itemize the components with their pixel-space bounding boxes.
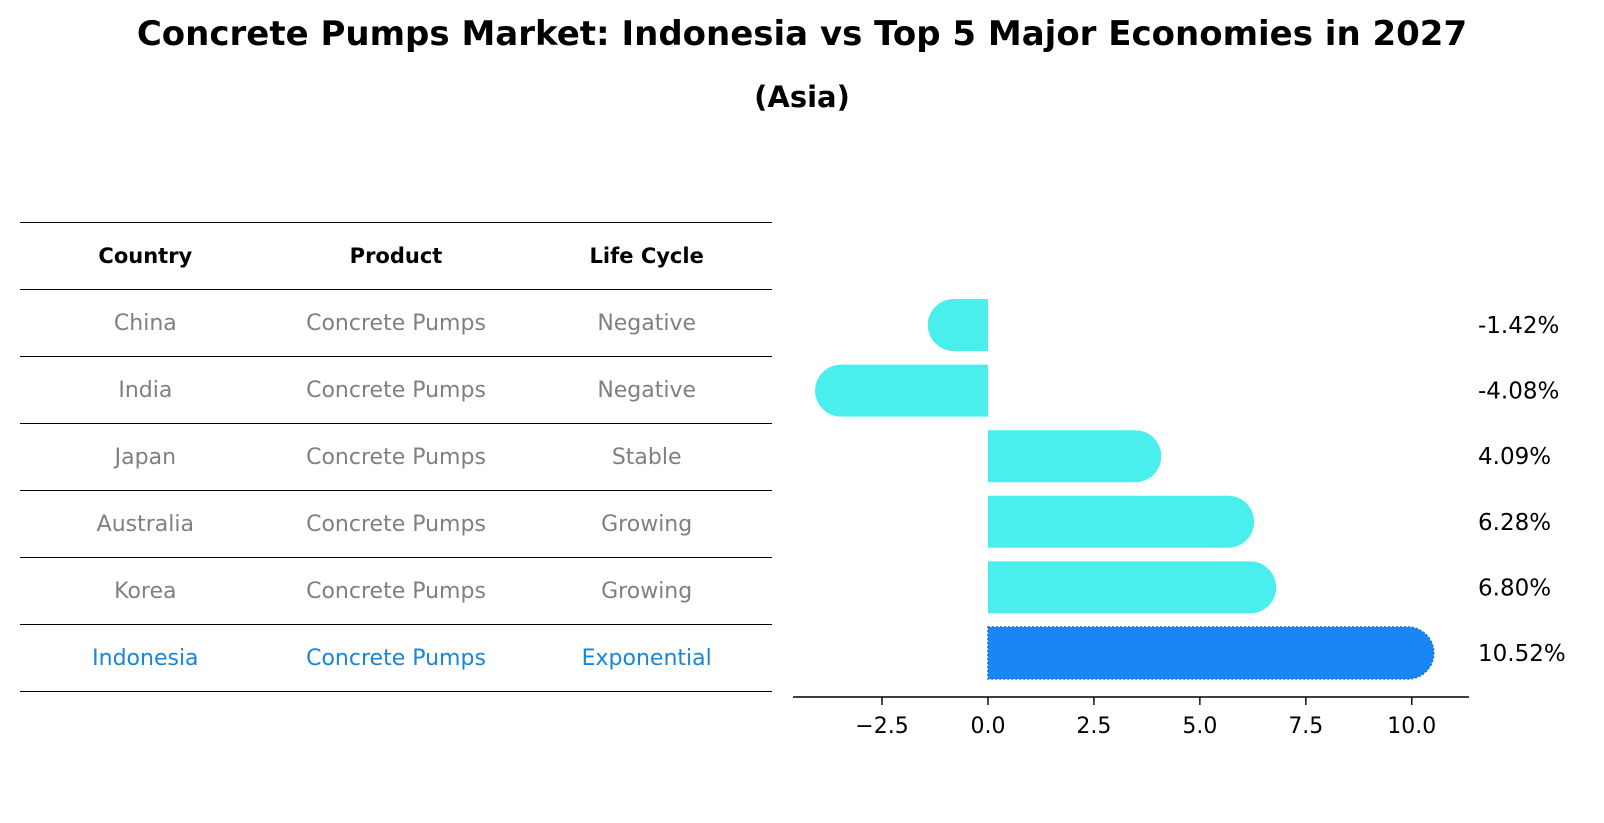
country-cell: Japan xyxy=(114,444,177,470)
chart-title: Concrete Pumps Market: Indonesia vs Top … xyxy=(136,14,1468,54)
comparison-table: Country Product Life Cycle China Concret… xyxy=(20,222,772,692)
product-cell: Concrete Pumps xyxy=(306,377,486,403)
header-life-cycle: Life Cycle xyxy=(589,244,704,268)
country-cell: Indonesia xyxy=(92,645,199,671)
table-row: China Concrete Pumps Negative xyxy=(20,289,772,356)
bar-indonesia xyxy=(987,626,1435,680)
product-cell: Concrete Pumps xyxy=(306,511,486,537)
header-country: Country xyxy=(98,244,193,268)
x-tick-label: 7.5 xyxy=(1288,714,1323,739)
product-cell: Concrete Pumps xyxy=(306,310,486,336)
bar-china xyxy=(927,299,988,351)
product-cell: Concrete Pumps xyxy=(306,578,486,604)
x-tick-label: 5.0 xyxy=(1182,714,1217,739)
header-product: Product xyxy=(349,244,443,268)
bar-india xyxy=(815,364,988,417)
value-labels: -1.42% -4.08% 4.09% 6.28% 6.80% 10.52% xyxy=(1478,313,1566,667)
bar-korea xyxy=(987,561,1277,614)
x-tick-label: 10.0 xyxy=(1387,714,1436,739)
x-tick-label: 2.5 xyxy=(1076,714,1111,739)
value-label: -1.42% xyxy=(1478,313,1559,339)
bar-australia xyxy=(987,495,1255,548)
table-header-row: Country Product Life Cycle xyxy=(20,222,772,289)
life-cycle-cell: Growing xyxy=(601,511,693,537)
table-row: India Concrete Pumps Negative xyxy=(20,356,772,423)
life-cycle-cell: Growing xyxy=(601,578,693,604)
table-row: Japan Concrete Pumps Stable xyxy=(20,423,772,490)
country-cell: India xyxy=(118,377,173,403)
value-label: 6.80% xyxy=(1478,575,1551,601)
value-label: 6.28% xyxy=(1478,510,1551,536)
x-axis: −2.5 0.0 2.5 5.0 7.5 10.0 xyxy=(793,696,1469,739)
product-cell: Concrete Pumps xyxy=(306,444,486,470)
x-tick-label: 0.0 xyxy=(970,714,1005,739)
value-label: 10.52% xyxy=(1478,641,1566,667)
bar-japan xyxy=(987,430,1162,483)
country-cell: China xyxy=(113,310,177,336)
table-row-highlight: Indonesia Concrete Pumps Exponential xyxy=(20,624,772,692)
life-cycle-cell: Stable xyxy=(611,444,682,470)
life-cycle-cell: Negative xyxy=(597,377,697,403)
product-cell: Concrete Pumps xyxy=(306,645,486,671)
value-label: 4.09% xyxy=(1478,444,1551,470)
life-cycle-cell: Exponential xyxy=(581,645,712,671)
country-cell: Australia xyxy=(96,511,194,537)
x-tick-label: −2.5 xyxy=(855,714,908,739)
life-cycle-cell: Negative xyxy=(597,310,697,336)
value-label: -4.08% xyxy=(1478,379,1559,405)
table-row: Australia Concrete Pumps Growing xyxy=(20,490,772,557)
country-cell: Korea xyxy=(114,578,177,604)
chart-subtitle: (Asia) xyxy=(754,80,850,114)
bars-layer xyxy=(815,299,1435,680)
table-row: Korea Concrete Pumps Growing xyxy=(20,557,772,624)
